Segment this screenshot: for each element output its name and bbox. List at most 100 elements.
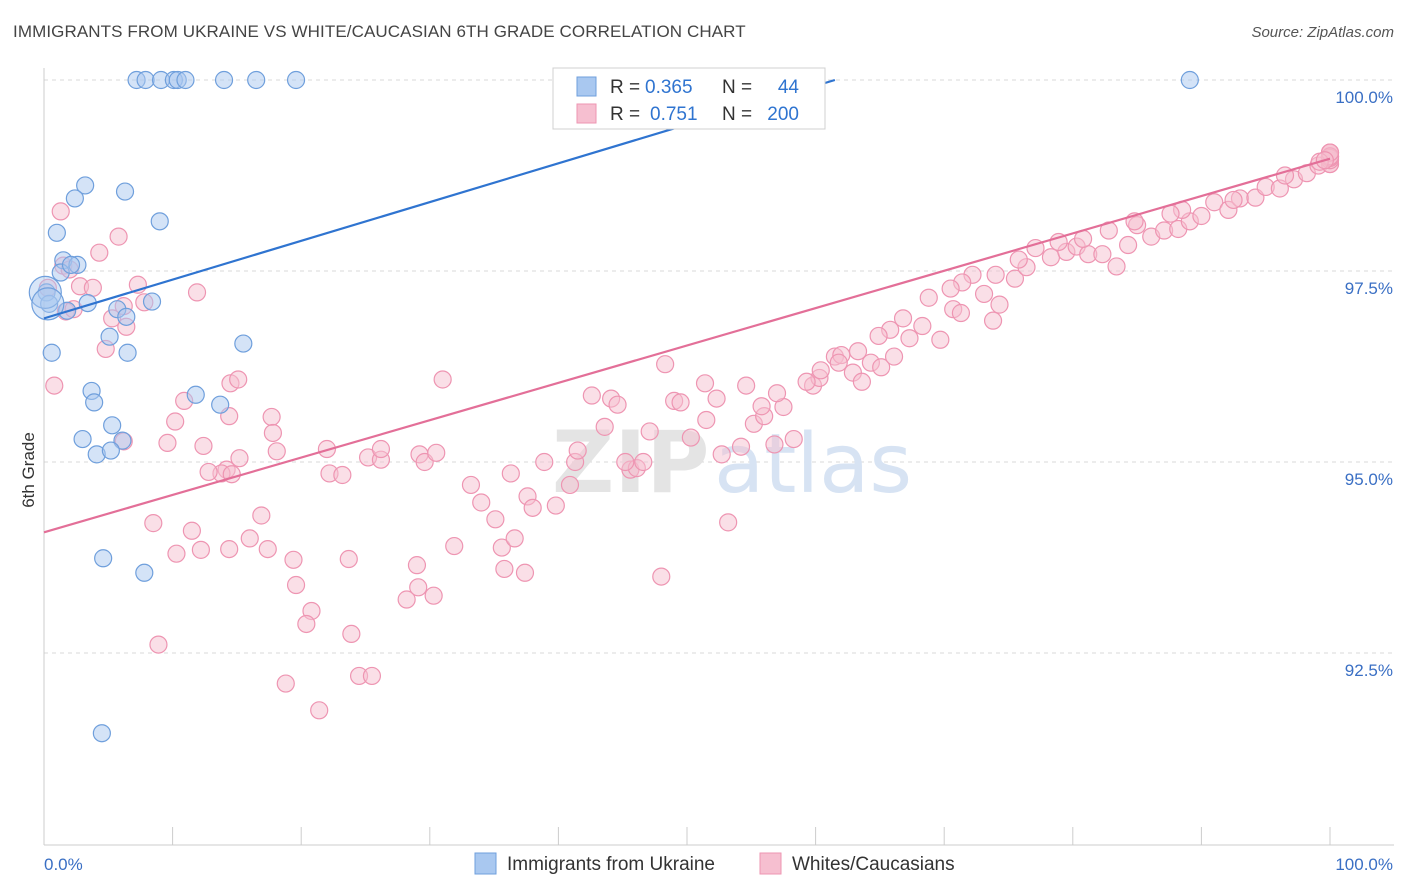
pink-point [501,464,520,483]
legend-n-label-blue: N = [722,77,752,98]
top-legend: R = 0.365 N = 44 R = 0.751 N = 200 [552,67,826,130]
pink-point [515,563,535,582]
pink-point [433,370,452,389]
blue-points [28,70,1199,743]
pink-point [752,397,771,416]
axes [43,68,1394,846]
pink-point [83,278,102,297]
blue-point [61,255,81,274]
pink-point [582,386,601,405]
pink-point [276,674,295,693]
pink-point [90,243,109,262]
pink-point [681,428,700,447]
pink-point [640,422,659,441]
pink-point [884,347,904,366]
pink-point [194,436,213,456]
bottom-legend-swatch-blue [474,852,497,875]
pink-point [407,556,427,575]
pink-point [427,443,446,462]
y-tick-labels: 92.5% 95.0% 97.5% 100.0% [1335,88,1393,680]
blue-point [118,343,137,362]
pink-point [919,288,938,307]
pink-point [900,329,919,348]
pink-point [535,452,554,472]
pink-point [229,370,248,389]
chart-title: IMMIGRANTS FROM UKRAINE VS WHITE/CAUCASI… [13,22,746,41]
pink-point [848,342,868,361]
blue-point [234,334,253,353]
pink-point [719,513,738,532]
pink-point [230,449,249,468]
pink-point [191,540,210,559]
pink-point [505,529,524,548]
pink-point [695,374,715,393]
legend-r-label-blue: R = [610,77,640,98]
legend-r-value-pink: 0.751 [650,104,698,125]
pink-point [409,578,428,597]
pink-point [45,376,64,395]
pink-point [495,559,514,579]
pink-point [671,393,690,412]
pink-point [737,376,756,395]
pink-point [983,311,1003,330]
y-axis-title: 6th Grade [19,432,38,508]
x-tick-label: 100.0% [1335,855,1393,874]
pink-point [1041,248,1061,267]
pink-point [362,666,382,686]
blue-point [85,393,104,412]
pink-point [267,442,286,461]
grid-lines [44,79,1394,654]
pink-point [568,441,587,460]
pink-point [1005,269,1025,288]
pink-point [872,358,891,377]
legend-n-value-pink: 200 [767,104,799,125]
pink-point [731,437,751,456]
pink-point [424,586,443,605]
pink-point [707,389,726,408]
pink-point [616,452,635,472]
pink-point [51,202,70,221]
pink-point [869,326,888,346]
pink-point [829,353,848,372]
legend-n-label-pink: N = [722,104,752,125]
pink-point [371,439,391,459]
blue-point [76,176,95,195]
pink-point [560,475,580,495]
pink-point [339,549,358,569]
blue-point [286,70,306,90]
legend-n-value-blue: 44 [778,77,800,98]
blue-point [47,223,66,242]
pink-points [38,143,1340,720]
blue-point [150,212,169,231]
legend-swatch-blue [576,76,597,97]
bottom-legend-label-pink: Whites/Caucasians [792,854,955,875]
pink-point [712,445,731,464]
pink-point [767,384,787,403]
pink-point [220,539,239,559]
pink-point [240,529,259,548]
pink-point [166,412,185,431]
blue-point [103,416,122,435]
bottom-legend: Immigrants from Ukraine Whites/Caucasian… [474,852,955,875]
trend-line-pink [43,157,1331,534]
y-tick-label: 95.0% [1345,470,1393,489]
blue-point [117,307,136,326]
blue-point [115,182,135,201]
pink-point [263,423,283,443]
blue-point [135,563,154,582]
blue-point [100,327,119,346]
blue-point-large [31,287,65,321]
pink-point [144,514,163,533]
pink-point [286,575,306,595]
pink-point [652,567,671,586]
pink-point [1093,245,1112,264]
pink-point [284,550,303,569]
blue-point [186,385,205,404]
blue-point [214,70,234,90]
pink-point [187,283,207,302]
blue-point [101,441,120,460]
pink-point [1107,257,1126,276]
pink-point [397,590,416,609]
pink-point [167,544,186,563]
blue-point [42,343,61,362]
